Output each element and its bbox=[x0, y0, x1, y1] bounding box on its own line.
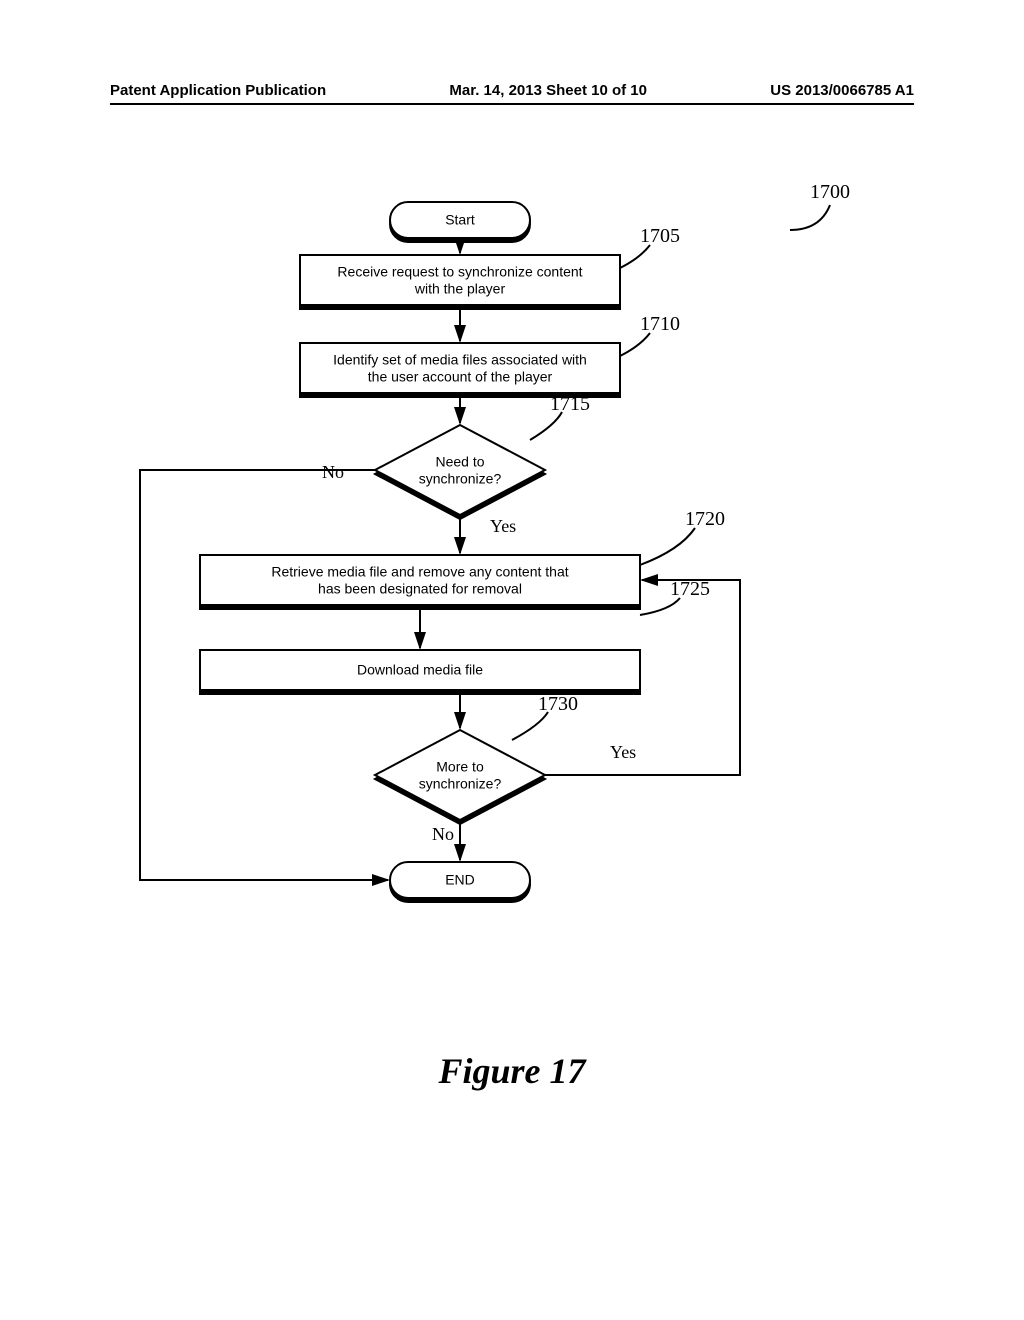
ref-1715: 1715 bbox=[550, 393, 590, 415]
ref-1730: 1730 bbox=[538, 693, 578, 715]
header-center: Mar. 14, 2013 Sheet 10 of 10 bbox=[449, 82, 647, 99]
ref-1725: 1725 bbox=[670, 578, 710, 600]
flowchart-svg: 1700 Start Receive request to synchroniz… bbox=[0, 150, 1024, 1000]
header-right: US 2013/0066785 A1 bbox=[770, 82, 914, 99]
ref-1700: 1700 bbox=[810, 181, 850, 203]
ref-1705: 1705 bbox=[640, 225, 680, 247]
node-start-label: Start bbox=[445, 212, 475, 228]
node-end-label: END bbox=[445, 872, 475, 888]
edge-1730-no: No bbox=[432, 824, 454, 844]
header-left: Patent Application Publication bbox=[110, 82, 326, 99]
patent-header: Patent Application Publication Mar. 14, … bbox=[110, 82, 914, 105]
node-1705-line2: with the player bbox=[414, 281, 506, 297]
ref-1710: 1710 bbox=[640, 313, 680, 335]
node-1720-line1: Retrieve media file and remove any conte… bbox=[271, 564, 568, 580]
node-1720-line2: has been designated for removal bbox=[318, 581, 522, 597]
node-1710-line2: the user account of the player bbox=[368, 369, 553, 385]
figure-caption: Figure 17 bbox=[0, 1050, 1024, 1092]
ref-1720: 1720 bbox=[685, 508, 725, 530]
node-1715-line2: synchronize? bbox=[419, 471, 502, 487]
node-1725-line1: Download media file bbox=[357, 662, 483, 678]
edge-1715-yes: Yes bbox=[490, 516, 516, 536]
node-1730-line2: synchronize? bbox=[419, 776, 502, 792]
page: Patent Application Publication Mar. 14, … bbox=[0, 0, 1024, 1320]
edge-1730-yes: Yes bbox=[610, 742, 636, 762]
node-1705-line1: Receive request to synchronize content bbox=[337, 264, 582, 280]
node-1715-line1: Need to bbox=[435, 454, 484, 470]
node-1730-line1: More to bbox=[436, 759, 484, 775]
node-1710-line1: Identify set of media files associated w… bbox=[333, 352, 587, 368]
edge-1715-no: No bbox=[322, 462, 344, 482]
